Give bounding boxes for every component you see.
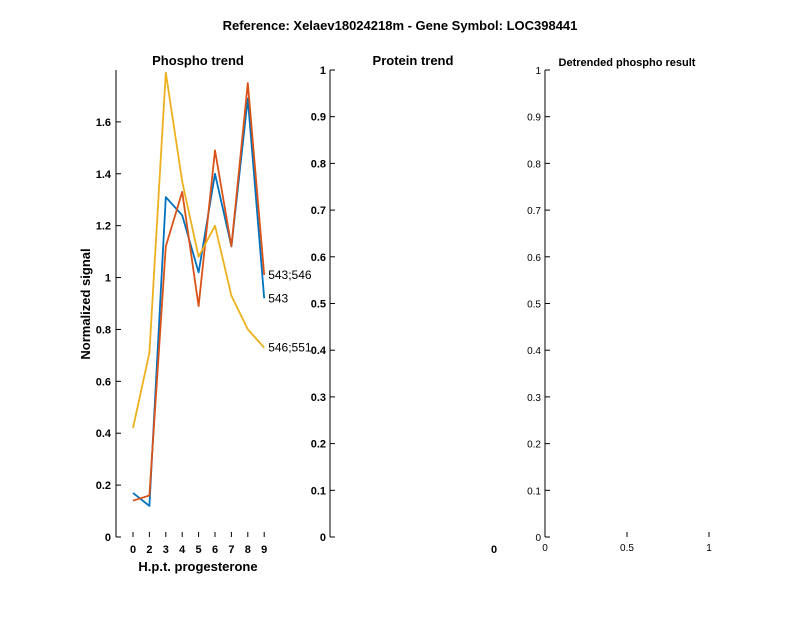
protein-y-tick-label-6: 0.6 [311, 252, 326, 264]
protein-y-ticks: 0 0.1 0.2 0.3 0.4 0.5 0.6 0.7 0.8 0.9 1 [311, 65, 335, 544]
phospho-y-ticks: 0 0.2 0.4 0.6 0.8 1 1.2 1.4 1.6 [96, 117, 121, 544]
protein-y-tick-label-8: 0.8 [311, 158, 326, 170]
detrended-x-ticks: 0 0.5 1 [542, 532, 712, 554]
figure-title: Reference: Xelaev18024218m - Gene Symbol… [223, 18, 578, 33]
detrended-y-tick-label-10: 1 [535, 66, 541, 77]
detrended-y-tick-label-2: 0.2 [527, 440, 541, 451]
phospho-x-tick-label-3: 4 [179, 544, 186, 556]
detrended-y-tick-label-8: 0.8 [527, 159, 541, 170]
phospho-x-tick-label-1: 2 [146, 544, 152, 556]
phospho-series-label-1: 543;546 [268, 268, 312, 282]
detrended-y-tick-label-0: 0 [535, 533, 541, 544]
phospho-y-tick-label-0: 0 [105, 532, 111, 544]
phospho-y-label: Normalized signal [78, 248, 93, 359]
phospho-y-tick-label-5: 1 [105, 273, 111, 285]
protein-x-tick-0: 0 [491, 544, 497, 556]
detrended-y-tick-label-1: 0.1 [527, 486, 541, 497]
phospho-series-label-2: 546;551 [268, 341, 312, 355]
phospho-x-tick-label-2: 3 [163, 544, 169, 556]
detrended-title: Detrended phospho result [559, 57, 696, 69]
phospho-x-tick-label-6: 7 [228, 544, 234, 556]
protein-y-tick-label-5: 0.5 [311, 299, 326, 311]
protein-y-tick-label-7: 0.7 [311, 205, 326, 217]
phospho-series-labels: 543 543;546 546;551 [268, 268, 312, 355]
protein-panel: Protein trend 00.10.20.30.40.50.60.70.80… [311, 53, 497, 556]
protein-y-tick-label-1: 0.1 [311, 485, 326, 497]
phospho-y-tick-label-4: 0.8 [96, 324, 111, 336]
phospho-x-tick-label-0: 0 [130, 544, 136, 556]
phospho-series-line-1 [132, 82, 266, 502]
protein-y-tick-label-10: 1 [320, 65, 326, 77]
detrended-x-tick-label-0: 0 [542, 543, 548, 554]
phospho-y-tick-label-8: 1.6 [96, 117, 111, 129]
phospho-x-label: H.p.t. progesterone [138, 559, 257, 574]
detrended-x-tick-label-2: 1 [706, 543, 712, 554]
detrended-y-tick-label-7: 0.7 [527, 206, 541, 217]
phospho-x-tick-label-4: 5 [196, 544, 202, 556]
phospho-series-lines [132, 71, 266, 507]
phospho-x-tick-label-5: 6 [212, 544, 218, 556]
protein-title: Protein trend [373, 53, 454, 68]
phospho-series-label-0: 543 [268, 291, 288, 305]
detrended-y-tick-label-4: 0.4 [527, 346, 541, 357]
detrended-panel: Detrended phospho result 0 0.1 0.2 0.3 0.4 0.… [527, 57, 712, 554]
detrended-y-tick-label-6: 0.6 [527, 253, 541, 264]
protein-y-tick-label-3: 0.3 [311, 392, 326, 404]
phospho-y-tick-label-1: 0.2 [96, 480, 111, 492]
phospho-series-line-2 [132, 71, 265, 429]
protein-y-tick-label-2: 0.2 [311, 439, 326, 451]
detrended-y-tick-label-5: 0.5 [527, 300, 541, 311]
phospho-y-tick-label-2: 0.4 [96, 428, 112, 440]
phospho-x-tick-label-8: 9 [261, 544, 267, 556]
protein-y-tick-label-9: 0.9 [311, 112, 326, 124]
phospho-y-tick-label-6: 1.2 [96, 221, 111, 233]
detrended-y-tick-label-9: 0.9 [527, 113, 541, 124]
phospho-y-tick-label-7: 1.4 [96, 169, 112, 181]
detrended-y-tick-label-3: 0.3 [527, 393, 541, 404]
protein-y-tick-label-4: 0.4 [311, 345, 327, 357]
protein-y-tick-label-0: 0 [320, 532, 326, 544]
phospho-title: Phospho trend [152, 53, 244, 68]
detrended-y-ticks: 0 0.1 0.2 0.3 0.4 0.5 0.6 0.7 0.8 0.9 1 [527, 66, 550, 544]
phospho-y-tick-label-3: 0.6 [96, 376, 111, 388]
detrended-x-tick-label-1: 0.5 [620, 543, 634, 554]
phospho-x-tick-label-7: 8 [245, 544, 251, 556]
